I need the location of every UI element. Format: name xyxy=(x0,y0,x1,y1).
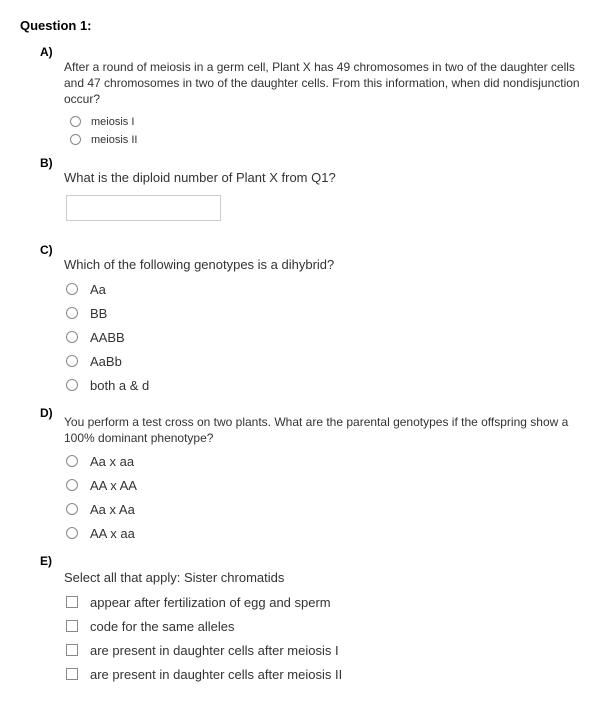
part-c: C) Which of the following genotypes is a… xyxy=(20,243,589,402)
part-d-option-1[interactable]: AA x AA xyxy=(64,478,589,493)
option-label: meiosis II xyxy=(91,134,137,146)
part-e-option-0[interactable]: appear after fertilization of egg and sp… xyxy=(64,595,589,610)
radio-icon xyxy=(66,455,78,467)
part-d-option-2[interactable]: Aa x Aa xyxy=(64,502,589,517)
radio-icon xyxy=(70,134,81,145)
checkbox-icon xyxy=(66,620,78,632)
option-label: AaBb xyxy=(90,354,122,369)
option-label: are present in daughter cells after meio… xyxy=(90,667,342,682)
option-label: appear after fertilization of egg and sp… xyxy=(90,595,331,610)
radio-icon xyxy=(70,116,81,127)
radio-icon xyxy=(66,479,78,491)
checkbox-icon xyxy=(66,596,78,608)
checkbox-icon xyxy=(66,668,78,680)
radio-icon xyxy=(66,307,78,319)
radio-icon xyxy=(66,355,78,367)
part-a-option-1[interactable]: meiosis II xyxy=(64,134,589,146)
part-e-option-2[interactable]: are present in daughter cells after meio… xyxy=(64,643,589,658)
part-b-input[interactable] xyxy=(66,195,221,221)
option-label: meiosis I xyxy=(91,116,134,128)
part-b: B) What is the diploid number of Plant X… xyxy=(20,156,589,239)
part-b-label: B) xyxy=(20,156,64,239)
part-a: A) After a round of meiosis in a germ ce… xyxy=(20,45,589,152)
part-d-label: D) xyxy=(20,406,64,550)
option-label: AA x AA xyxy=(90,478,137,493)
question-title: Question 1: xyxy=(20,18,589,33)
part-d-prompt: You perform a test cross on two plants. … xyxy=(64,414,589,446)
part-e-option-1[interactable]: code for the same alleles xyxy=(64,619,589,634)
option-label: BB xyxy=(90,306,107,321)
radio-icon xyxy=(66,331,78,343)
part-c-option-3[interactable]: AaBb xyxy=(64,354,589,369)
radio-icon xyxy=(66,527,78,539)
option-label: AABB xyxy=(90,330,125,345)
part-e: E) Select all that apply: Sister chromat… xyxy=(20,554,589,691)
option-label: Aa x Aa xyxy=(90,502,135,517)
part-e-option-3[interactable]: are present in daughter cells after meio… xyxy=(64,667,589,682)
part-a-prompt: After a round of meiosis in a germ cell,… xyxy=(64,59,589,108)
part-d-option-0[interactable]: Aa x aa xyxy=(64,454,589,469)
part-a-label: A) xyxy=(20,45,64,152)
option-label: are present in daughter cells after meio… xyxy=(90,643,339,658)
checkbox-icon xyxy=(66,644,78,656)
part-c-option-1[interactable]: BB xyxy=(64,306,589,321)
radio-icon xyxy=(66,379,78,391)
part-c-prompt: Which of the following genotypes is a di… xyxy=(64,257,589,272)
part-e-label: E) xyxy=(20,554,64,691)
part-e-prompt: Select all that apply: Sister chromatids xyxy=(64,570,589,585)
part-c-option-0[interactable]: Aa xyxy=(64,282,589,297)
radio-icon xyxy=(66,283,78,295)
part-c-option-4[interactable]: both a & d xyxy=(64,378,589,393)
option-label: Aa xyxy=(90,282,106,297)
option-label: AA x aa xyxy=(90,526,135,541)
option-label: Aa x aa xyxy=(90,454,134,469)
part-d: D) You perform a test cross on two plant… xyxy=(20,406,589,550)
part-c-label: C) xyxy=(20,243,64,402)
option-label: both a & d xyxy=(90,378,149,393)
part-a-option-0[interactable]: meiosis I xyxy=(64,116,589,128)
part-b-prompt: What is the diploid number of Plant X fr… xyxy=(64,170,589,185)
option-label: code for the same alleles xyxy=(90,619,235,634)
part-c-option-2[interactable]: AABB xyxy=(64,330,589,345)
part-d-option-3[interactable]: AA x aa xyxy=(64,526,589,541)
radio-icon xyxy=(66,503,78,515)
